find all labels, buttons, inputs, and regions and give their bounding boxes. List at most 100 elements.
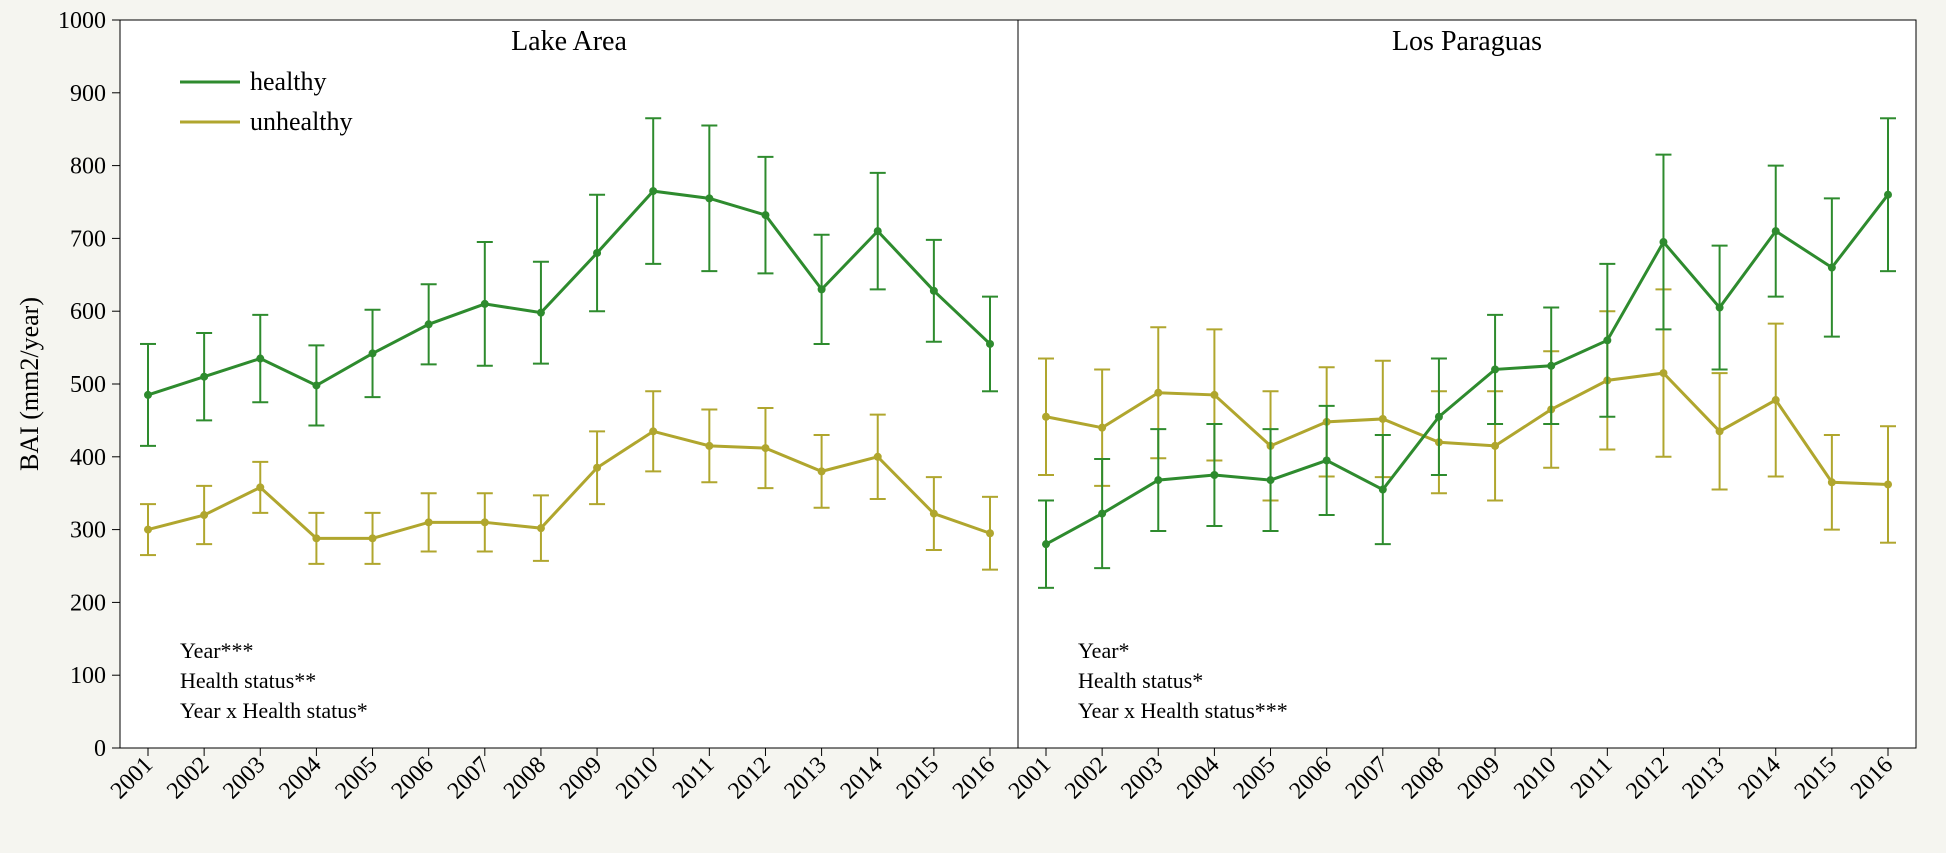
x-tick-label: 2013 <box>780 752 832 804</box>
unhealthy-marker <box>200 511 208 519</box>
healthy-marker <box>425 320 433 328</box>
unhealthy-marker <box>369 534 377 542</box>
stats-line: Year x Health status* <box>180 698 368 723</box>
unhealthy-marker <box>1828 478 1836 486</box>
svg-text:900: 900 <box>70 81 106 107</box>
x-tick-label: 2007 <box>443 752 495 804</box>
unhealthy-marker <box>1491 442 1499 450</box>
stats-line: Year*** <box>180 638 254 663</box>
x-tick-label: 2014 <box>1734 752 1786 804</box>
healthy-marker <box>1772 227 1780 235</box>
svg-text:800: 800 <box>70 154 106 180</box>
healthy-marker <box>1210 471 1218 479</box>
svg-text:200: 200 <box>70 590 106 616</box>
healthy-marker <box>1042 540 1050 548</box>
healthy-marker <box>1603 336 1611 344</box>
healthy-marker <box>705 194 713 202</box>
x-tick-label: 2015 <box>1790 752 1842 804</box>
healthy-marker <box>256 355 264 363</box>
stats-line: Year x Health status*** <box>1078 698 1288 723</box>
x-tick-label: 2011 <box>668 752 720 804</box>
x-tick-label: 2006 <box>387 752 439 804</box>
healthy-marker <box>312 381 320 389</box>
healthy-marker <box>649 187 657 195</box>
panel-bg <box>1018 20 1916 748</box>
legend-label: unhealthy <box>250 107 353 136</box>
panel-title: Los Paraguas <box>1392 26 1542 57</box>
unhealthy-marker <box>1154 389 1162 397</box>
unhealthy-marker <box>818 467 826 475</box>
x-tick-label: 2009 <box>1453 752 1505 804</box>
unhealthy-marker <box>1210 391 1218 399</box>
unhealthy-marker <box>1772 396 1780 404</box>
svg-text:400: 400 <box>70 445 106 471</box>
unhealthy-marker <box>1098 424 1106 432</box>
unhealthy-marker <box>537 524 545 532</box>
unhealthy-marker <box>1884 480 1892 488</box>
x-tick-label: 2015 <box>892 752 944 804</box>
healthy-marker <box>1098 510 1106 518</box>
figure-container: 01002003004005006007008009001000BAI (mm2… <box>0 0 1946 853</box>
healthy-marker <box>986 340 994 348</box>
healthy-marker <box>481 300 489 308</box>
unhealthy-marker <box>312 534 320 542</box>
healthy-marker <box>1716 304 1724 312</box>
healthy-marker <box>144 391 152 399</box>
x-tick-label: 2016 <box>1846 752 1898 804</box>
unhealthy-marker <box>1716 427 1724 435</box>
healthy-marker <box>1828 264 1836 272</box>
unhealthy-marker <box>986 529 994 537</box>
x-tick-label: 2010 <box>611 752 663 804</box>
x-tick-label: 2004 <box>1172 752 1224 804</box>
x-tick-label: 2012 <box>1621 752 1673 804</box>
stats-line: Health status* <box>1078 668 1203 693</box>
svg-text:500: 500 <box>70 372 106 398</box>
svg-text:300: 300 <box>70 518 106 544</box>
unhealthy-marker <box>1379 415 1387 423</box>
healthy-marker <box>369 349 377 357</box>
healthy-marker <box>200 373 208 381</box>
unhealthy-marker <box>256 483 264 491</box>
healthy-marker <box>537 309 545 317</box>
healthy-marker <box>593 249 601 257</box>
healthy-marker <box>1435 413 1443 421</box>
svg-text:600: 600 <box>70 299 106 325</box>
x-tick-label: 2005 <box>330 752 382 804</box>
healthy-marker <box>761 211 769 219</box>
healthy-marker <box>1154 476 1162 484</box>
legend-label: healthy <box>250 67 327 96</box>
y-axis-label: BAI (mm2/year) <box>15 297 44 471</box>
x-tick-label: 2001 <box>1004 752 1056 804</box>
x-tick-label: 2001 <box>106 752 158 804</box>
x-tick-label: 2008 <box>499 752 551 804</box>
unhealthy-marker <box>425 518 433 526</box>
healthy-marker <box>874 227 882 235</box>
unhealthy-marker <box>649 427 657 435</box>
healthy-marker <box>1547 362 1555 370</box>
x-tick-label: 2004 <box>274 752 326 804</box>
bai-chart: 01002003004005006007008009001000BAI (mm2… <box>10 10 1926 843</box>
unhealthy-marker <box>1659 369 1667 377</box>
svg-text:0: 0 <box>94 736 106 762</box>
x-tick-label: 2012 <box>723 752 775 804</box>
healthy-marker <box>1379 486 1387 494</box>
unhealthy-marker <box>593 464 601 472</box>
x-tick-label: 2010 <box>1509 752 1561 804</box>
svg-text:100: 100 <box>70 663 106 689</box>
healthy-marker <box>1491 365 1499 373</box>
x-tick-label: 2003 <box>218 752 270 804</box>
unhealthy-marker <box>144 526 152 534</box>
x-tick-label: 2003 <box>1116 752 1168 804</box>
unhealthy-marker <box>874 453 882 461</box>
healthy-marker <box>1267 476 1275 484</box>
x-tick-label: 2014 <box>836 752 888 804</box>
x-tick-label: 2016 <box>948 752 1000 804</box>
unhealthy-marker <box>705 442 713 450</box>
x-tick-label: 2002 <box>162 752 214 804</box>
panel-title: Lake Area <box>511 26 627 57</box>
x-tick-label: 2011 <box>1566 752 1618 804</box>
healthy-marker <box>1323 456 1331 464</box>
unhealthy-marker <box>1042 413 1050 421</box>
healthy-marker <box>818 285 826 293</box>
x-tick-label: 2006 <box>1285 752 1337 804</box>
